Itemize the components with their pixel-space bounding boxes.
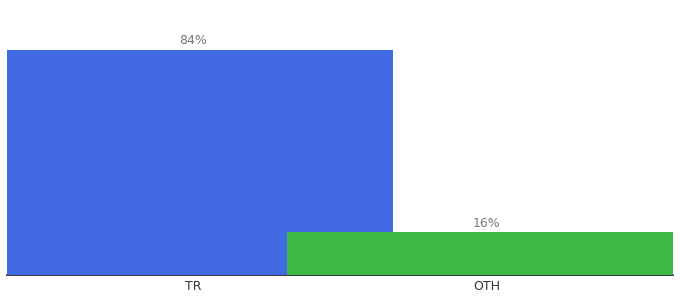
Bar	[287, 232, 680, 275]
Text: 16%: 16%	[473, 217, 500, 230]
Text: 84%: 84%	[180, 34, 207, 47]
Bar	[0, 50, 393, 275]
